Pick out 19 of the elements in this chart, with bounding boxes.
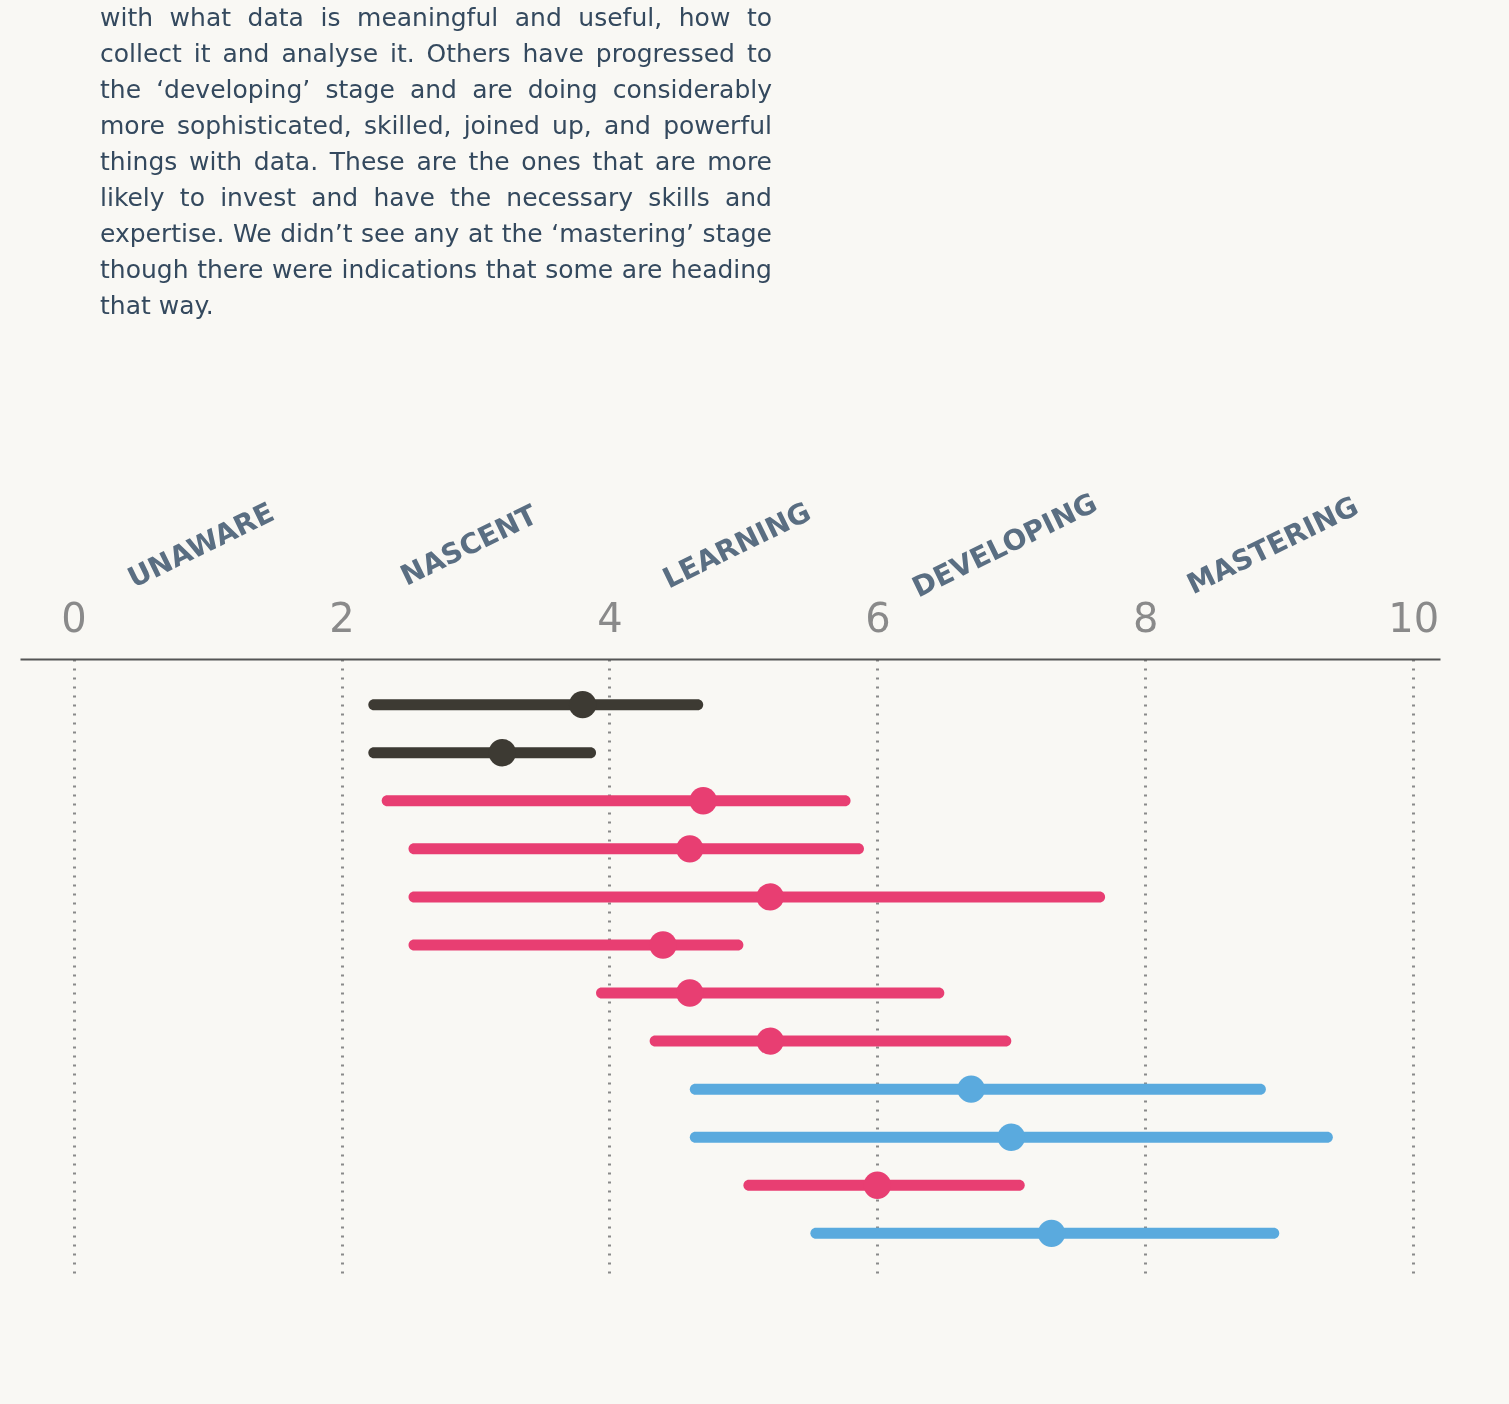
point [756, 1027, 784, 1055]
x-tick-label: 2 [329, 594, 355, 641]
x-tick-label: 10 [1388, 594, 1440, 641]
x-tick-label: 8 [1133, 594, 1159, 641]
point [756, 883, 784, 911]
point [863, 1171, 892, 1199]
point [997, 1123, 1026, 1151]
point [676, 979, 704, 1007]
point [676, 835, 704, 863]
point [1037, 1219, 1066, 1248]
x-tick-label: 6 [865, 594, 891, 641]
point [689, 787, 717, 815]
x-tick-label: 0 [61, 594, 87, 641]
point [488, 739, 516, 767]
text: with what data is meaningful and useful, how to collect it and analyse it. Others have progressed to the ‘developing’ stage and are doing considerably more sophisticated, skilled, joined up, and powerful things with data. These are the ones that are more likely to invest and have the necessary skills and expertise. We didn’t see any at the ‘mastering’ stage though there were indications that some are heading that way. [100, 3, 772, 320]
point [568, 690, 597, 719]
x-tick-label: 4 [597, 594, 623, 641]
point [957, 1075, 985, 1103]
point [649, 931, 677, 959]
